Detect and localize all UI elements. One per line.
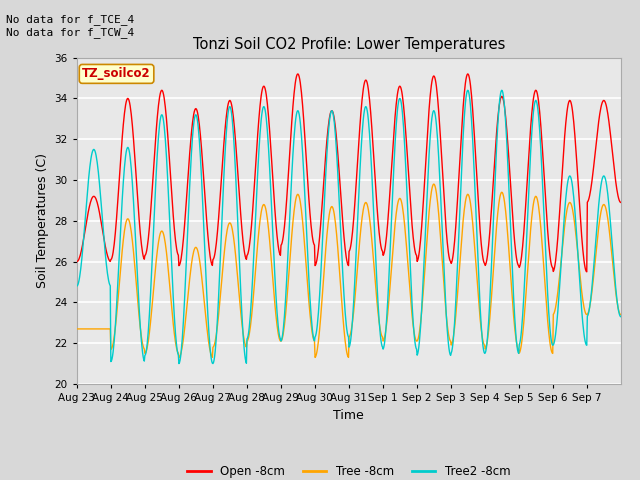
Title: Tonzi Soil CO2 Profile: Lower Temperatures: Tonzi Soil CO2 Profile: Lower Temperatur… [193, 37, 505, 52]
Text: TZ_soilco2: TZ_soilco2 [82, 67, 151, 80]
Y-axis label: Soil Temperatures (C): Soil Temperatures (C) [36, 153, 49, 288]
Text: No data for f_TCE_4
No data for f_TCW_4: No data for f_TCE_4 No data for f_TCW_4 [6, 14, 134, 38]
X-axis label: Time: Time [333, 408, 364, 421]
Legend: Open -8cm, Tree -8cm, Tree2 -8cm: Open -8cm, Tree -8cm, Tree2 -8cm [182, 460, 515, 480]
